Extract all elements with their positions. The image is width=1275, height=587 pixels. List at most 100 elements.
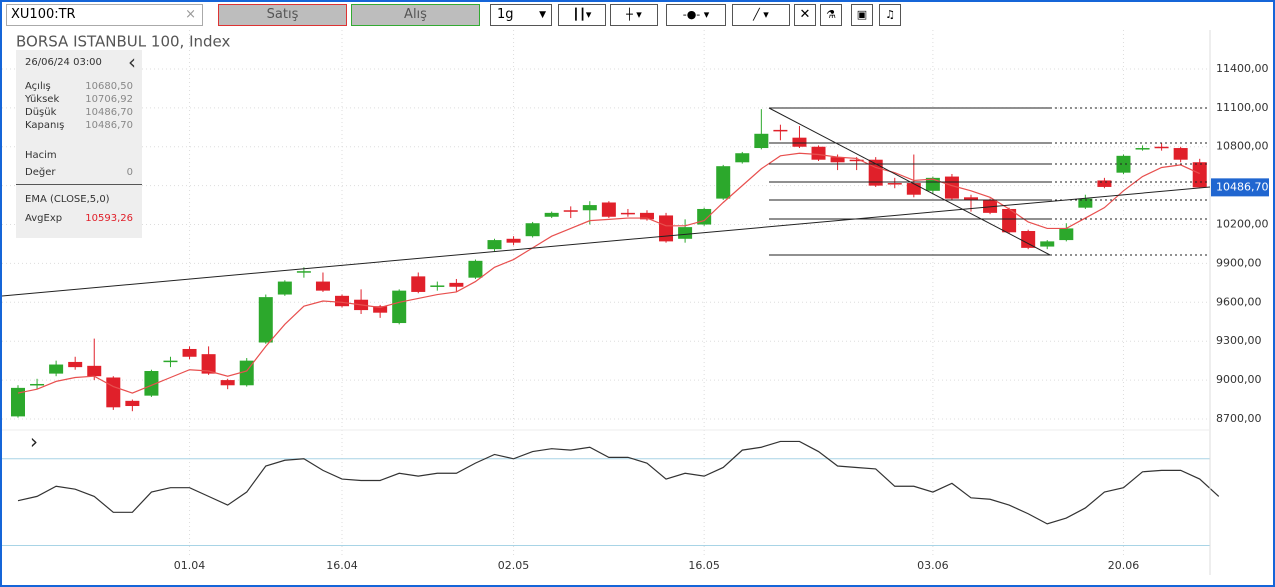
candle-body: [716, 166, 731, 199]
x-tick-label: 20.06: [1108, 559, 1140, 572]
info-label: Düşük: [25, 107, 57, 118]
candle-body: [430, 285, 445, 287]
y-tick-label: 11100,00: [1216, 101, 1269, 114]
candle-body: [887, 183, 902, 185]
candle-body: [30, 383, 45, 386]
alert-button[interactable]: ♫: [879, 4, 901, 26]
candle-body: [315, 281, 330, 291]
info-row: Yüksek 10706,92: [25, 94, 133, 105]
draw-button[interactable]: ╱ ▾: [732, 4, 790, 26]
chart-type-button[interactable]: ┃┃▾: [558, 4, 606, 26]
candle-body: [1192, 162, 1207, 188]
y-tick-label: 10800,00: [1216, 140, 1269, 153]
oscillator-line: [17, 440, 1220, 525]
candle-body: [830, 157, 845, 163]
candle-body: [964, 197, 978, 200]
info-value: 10706,92: [85, 94, 133, 105]
info-label: Yüksek: [25, 94, 60, 105]
clock-button[interactable]: -●- ▾: [666, 4, 726, 26]
y-tick-label: 8700,00: [1216, 412, 1262, 425]
candle-body: [1097, 180, 1112, 187]
candle-body: [754, 133, 769, 149]
info-value: 10680,50: [85, 81, 133, 92]
indicator-value: 10593,26: [85, 213, 133, 224]
candle-body: [659, 215, 674, 242]
candle-body: [125, 400, 140, 407]
x-tick-label: 01.04: [174, 559, 206, 572]
candle-body: [678, 227, 693, 239]
symbol-input[interactable]: XU100:TR ×: [6, 4, 203, 26]
candle-body: [487, 240, 502, 250]
price-marker-label: 10486,70: [1216, 180, 1269, 193]
interval: 1g: [497, 7, 514, 22]
plot: 8700,00 9000,00 9300,00 9600,00 9900,00 10200…: [2, 30, 1269, 572]
drawings: [1, 107, 1211, 297]
lab-button[interactable]: ⚗: [820, 4, 842, 26]
trend-line: [1, 186, 1211, 297]
info-label: Açılış: [25, 81, 51, 92]
collapse-arrow[interactable]: ‹: [128, 50, 136, 74]
x-tick-label: 03.06: [917, 559, 949, 572]
candle-body: [563, 210, 578, 212]
expand-arrow[interactable]: ›: [30, 430, 38, 454]
candle-body: [411, 276, 426, 292]
x-tick-label: 16.05: [688, 559, 720, 572]
candle-body: [49, 364, 64, 374]
buy-button[interactable]: Alış: [351, 4, 480, 26]
candle-body: [373, 306, 388, 313]
sell-button[interactable]: Satış: [218, 4, 347, 26]
price-marker: [1211, 178, 1269, 197]
candle-body: [544, 212, 559, 217]
candle-body: [601, 202, 616, 217]
candle-body: [525, 223, 540, 237]
candle-body: [392, 290, 407, 324]
candle-body: [1154, 146, 1169, 149]
settings-button[interactable]: ▣: [851, 4, 873, 26]
candle-body: [1116, 155, 1131, 173]
y-tick-label: 9600,00: [1216, 295, 1262, 308]
candle-body: [1002, 208, 1017, 233]
info-row: Düşük 10486,70: [25, 107, 133, 118]
candle-body: [773, 129, 788, 132]
value: 0: [126, 167, 133, 178]
candle-body: [1040, 241, 1055, 247]
x-tick-label: 02.05: [498, 559, 530, 572]
y-tick-label: 9300,00: [1216, 334, 1262, 347]
candle-body: [1173, 148, 1188, 160]
candle-body: [697, 208, 712, 225]
candle-body: [849, 159, 864, 162]
candle-body: [906, 183, 921, 195]
candle-body: [1078, 198, 1093, 208]
clear-button[interactable]: ×: [185, 7, 196, 22]
candle-body: [258, 297, 273, 343]
candle-body: [87, 365, 102, 377]
info-value: 10486,70: [85, 120, 133, 131]
y-tick-label: 11400,00: [1216, 62, 1269, 75]
indicator-row: AvgExp 10593,26: [25, 213, 133, 224]
candle-body: [106, 377, 121, 408]
delete-button[interactable]: ✕: [794, 4, 816, 26]
crosshair-button[interactable]: ┼ ▾: [610, 4, 658, 26]
value-label: Değer: [25, 167, 56, 178]
info-row: Kapanış 10486,70: [25, 120, 133, 131]
candle-body: [925, 177, 940, 191]
candle-body: [506, 238, 521, 243]
candle-body: [468, 260, 483, 278]
candle-body: [1021, 231, 1036, 248]
candle-body: [11, 387, 25, 417]
candle-body: [201, 354, 216, 374]
indicator-label: AvgExp: [25, 213, 63, 224]
candle-body: [296, 271, 311, 273]
chart-title: BORSA ISTANBUL 100, Index: [16, 33, 230, 51]
value-row: Değer 0: [25, 167, 133, 178]
candle-body: [68, 361, 83, 368]
info-date: 26/06/24 03:00: [25, 57, 102, 68]
candle-body: [144, 371, 159, 396]
indicator-name: EMA (CLOSE,5,0): [25, 194, 110, 205]
candle-body: [277, 281, 292, 295]
candle-body: [182, 348, 197, 357]
info-value: 10486,70: [85, 107, 133, 118]
interval-select[interactable]: 1g ▼: [490, 4, 552, 26]
